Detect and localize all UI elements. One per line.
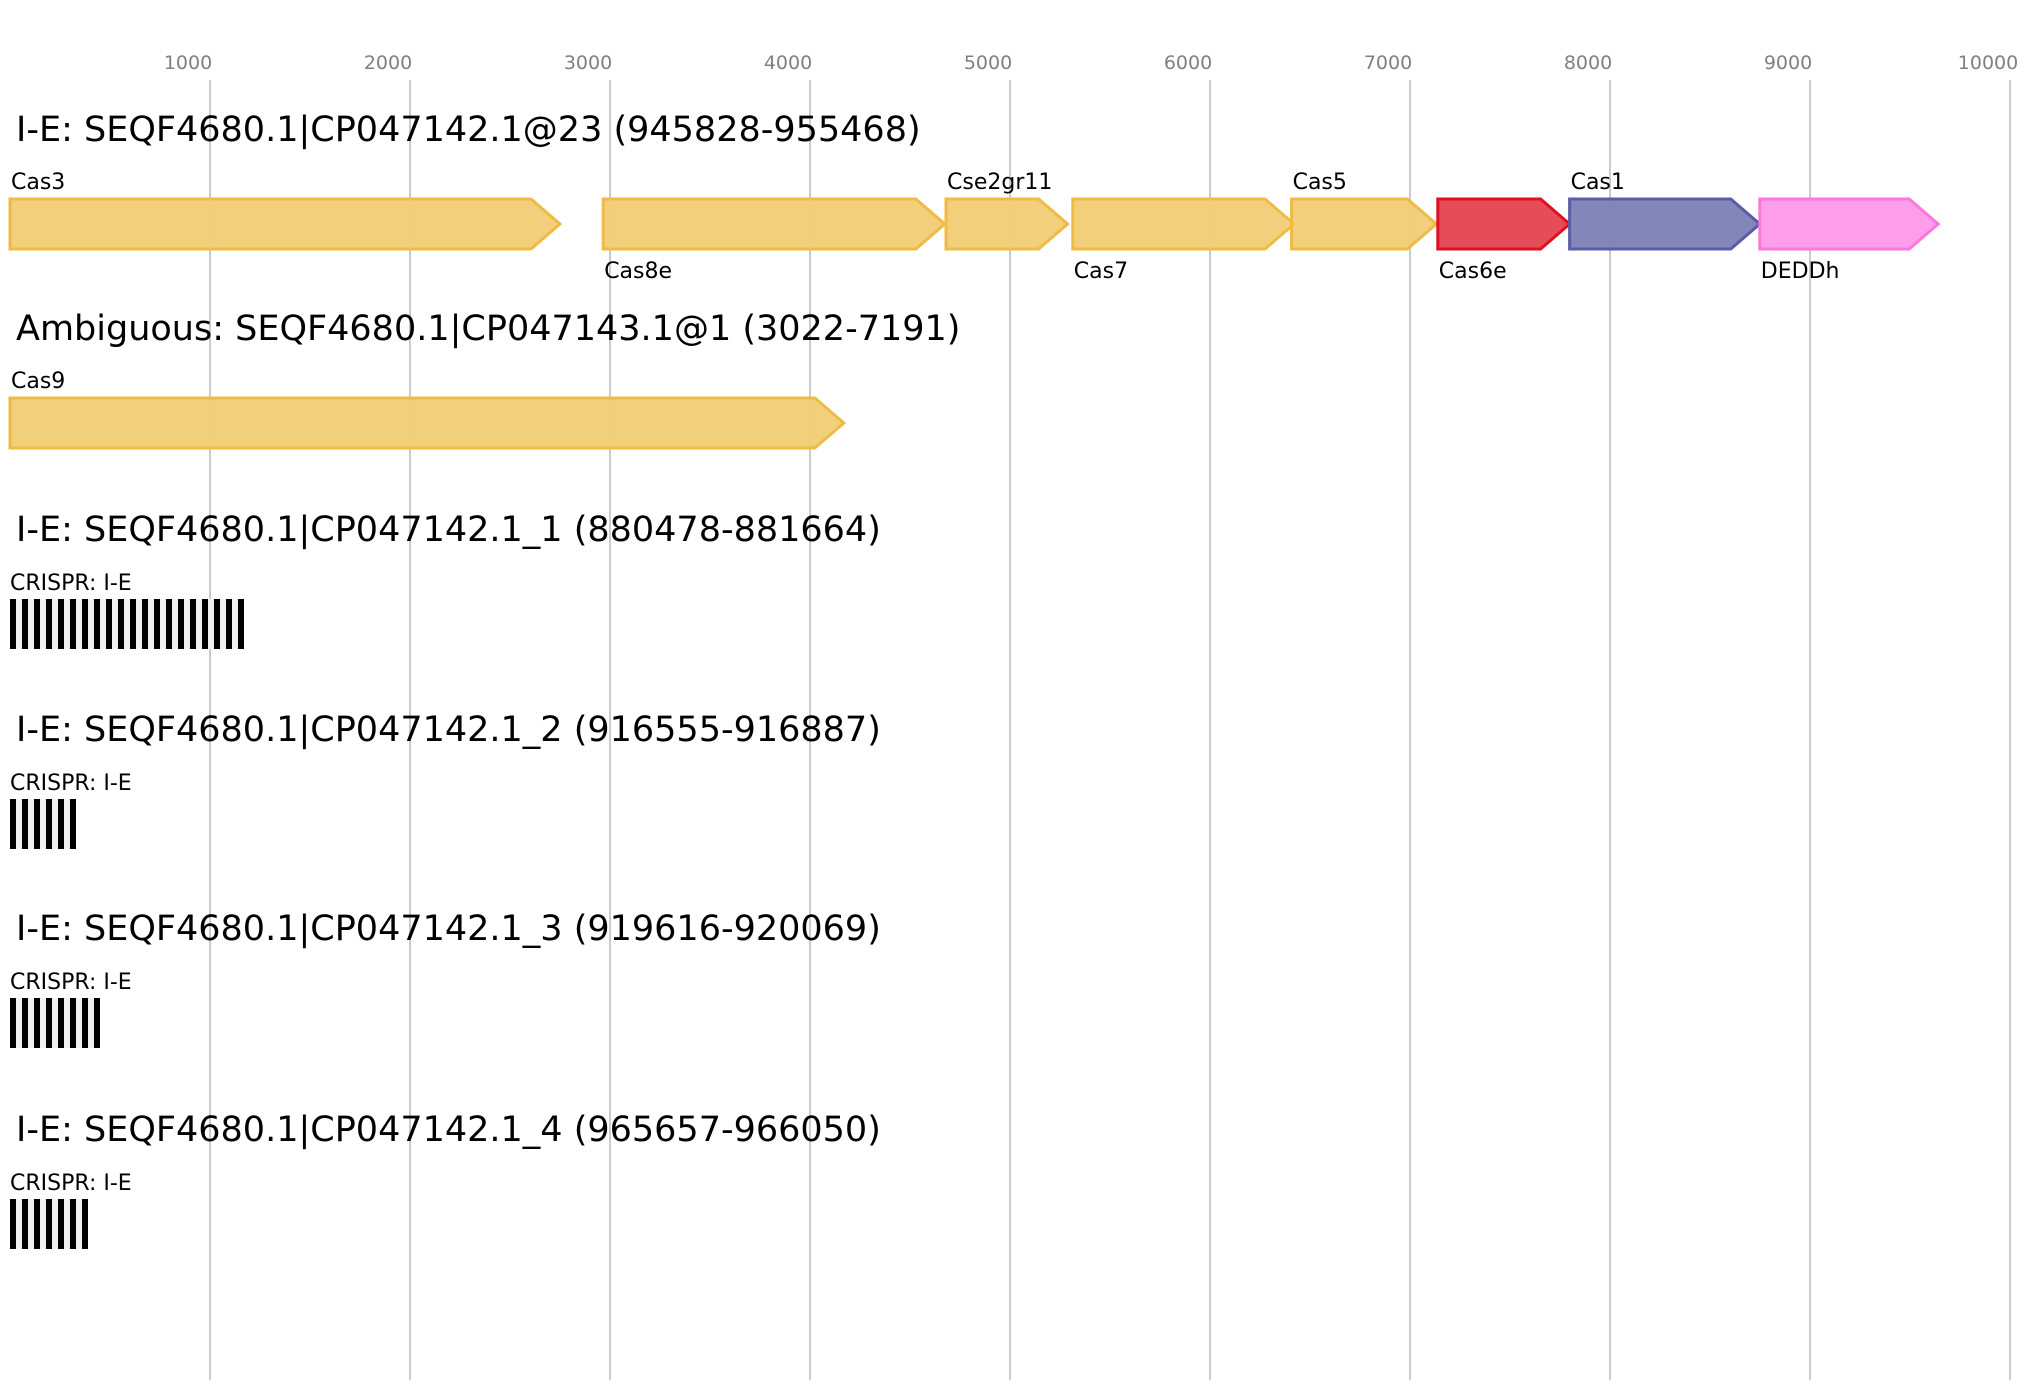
crispr-repeat xyxy=(238,599,244,649)
crispr-repeat xyxy=(34,599,40,649)
tick-label: 8000 xyxy=(1564,52,1612,74)
gene-label: Cas9 xyxy=(11,369,65,394)
track: Ambiguous: SEQF4680.1|CP047143.1@1 (3022… xyxy=(8,309,960,450)
gene-label: Cas8e xyxy=(604,259,672,284)
gene-arrow-deddh[interactable] xyxy=(1758,197,1941,251)
crispr-array-background xyxy=(10,599,244,649)
gene-arrow-cas1[interactable] xyxy=(1568,197,1763,251)
crispr-repeat xyxy=(106,599,112,649)
tick-label: 6000 xyxy=(1164,52,1212,74)
crispr-repeat xyxy=(70,998,76,1048)
position-axis: 1000 2000 3000 4000 5000 6000 7000 8000 9000 1000… xyxy=(164,52,2018,1380)
crispr-repeat xyxy=(70,799,76,849)
crispr-repeat xyxy=(22,998,28,1048)
tick-label: 2000 xyxy=(364,52,412,74)
crispr-repeat xyxy=(70,599,76,649)
gene-label: Cse2gr11 xyxy=(947,170,1052,195)
crispr-repeat xyxy=(34,998,40,1048)
crispr-repeat xyxy=(46,599,52,649)
tick-label: 10000 xyxy=(1958,52,2018,74)
crispr-repeat xyxy=(58,998,64,1048)
gene-arrow-cas7[interactable] xyxy=(1071,197,1297,251)
crispr-repeat xyxy=(82,1199,88,1249)
crispr-repeat xyxy=(22,599,28,649)
crispr-repeat xyxy=(46,799,52,849)
crispr-label: CRISPR: I-E xyxy=(10,1171,132,1196)
crispr-repeat xyxy=(82,998,88,1048)
crispr-repeat xyxy=(202,599,208,649)
gene-arrow-cas3[interactable] xyxy=(8,197,563,251)
tracks: I-E: SEQF4680.1|CP047142.1@23 (945828-95… xyxy=(8,110,1941,1249)
crispr-repeat xyxy=(94,998,100,1048)
crispr-repeat xyxy=(214,599,220,649)
crispr-repeat xyxy=(70,1199,76,1249)
crispr-repeat xyxy=(130,599,136,649)
crispr-repeat xyxy=(142,599,148,649)
gene-arrow-cas9[interactable] xyxy=(8,396,847,450)
crispr-array-background xyxy=(10,799,76,849)
gene-arrow-cse2gr11[interactable] xyxy=(944,197,1070,251)
track: I-E: SEQF4680.1|CP047142.1_1 (880478-881… xyxy=(10,510,881,649)
tick-label: 9000 xyxy=(1764,52,1812,74)
track: I-E: SEQF4680.1|CP047142.1_2 (916555-916… xyxy=(10,710,881,849)
track-title: I-E: SEQF4680.1|CP047142.1_1 (880478-881… xyxy=(16,510,881,550)
track-title: I-E: SEQF4680.1|CP047142.1_2 (916555-916… xyxy=(16,710,881,750)
crispr-repeat xyxy=(58,799,64,849)
crispr-label: CRISPR: I-E xyxy=(10,970,132,995)
tick-label: 1000 xyxy=(164,52,212,74)
crispr-repeat xyxy=(10,998,16,1048)
crispr-repeat xyxy=(22,799,28,849)
track-title: I-E: SEQF4680.1|CP047142.1_4 (965657-966… xyxy=(16,1110,881,1150)
crispr-repeat xyxy=(34,1199,40,1249)
crispr-repeat xyxy=(226,599,232,649)
crispr-repeat xyxy=(154,599,160,649)
gene-label: Cas3 xyxy=(11,170,65,195)
gene-arrow-cas6e[interactable] xyxy=(1436,197,1572,251)
track: I-E: SEQF4680.1|CP047142.1@23 (945828-95… xyxy=(8,110,1941,284)
crispr-repeat xyxy=(10,599,16,649)
crispr-repeat xyxy=(118,599,124,649)
gene-label: Cas7 xyxy=(1074,259,1128,284)
crispr-repeat xyxy=(22,1199,28,1249)
gene-arrow-cas8e[interactable] xyxy=(601,197,948,251)
tick-label: 4000 xyxy=(764,52,812,74)
crispr-repeat xyxy=(34,799,40,849)
crispr-label: CRISPR: I-E xyxy=(10,771,132,796)
track-title: Ambiguous: SEQF4680.1|CP047143.1@1 (3022… xyxy=(16,309,960,349)
crispr-repeat xyxy=(58,1199,64,1249)
crispr-repeat xyxy=(190,599,196,649)
crispr-repeat xyxy=(10,799,16,849)
track-title: I-E: SEQF4680.1|CP047142.1@23 (945828-95… xyxy=(16,110,921,150)
gene-arrow-cas5[interactable] xyxy=(1290,197,1439,251)
crispr-repeat xyxy=(94,599,100,649)
crispr-repeat xyxy=(46,998,52,1048)
crispr-label: CRISPR: I-E xyxy=(10,571,132,596)
gene-label: Cas6e xyxy=(1439,259,1507,284)
track-title: I-E: SEQF4680.1|CP047142.1_3 (919616-920… xyxy=(16,909,881,949)
gene-label: Cas5 xyxy=(1293,170,1347,195)
crispr-repeat xyxy=(178,599,184,649)
crispr-repeat xyxy=(82,599,88,649)
track: I-E: SEQF4680.1|CP047142.1_4 (965657-966… xyxy=(10,1110,881,1249)
crispr-repeat xyxy=(166,599,172,649)
crispr-repeat xyxy=(10,1199,16,1249)
tick-label: 7000 xyxy=(1364,52,1412,74)
crispr-repeat xyxy=(58,599,64,649)
gene-label: Cas1 xyxy=(1571,170,1625,195)
tick-label: 3000 xyxy=(564,52,612,74)
tick-label: 5000 xyxy=(964,52,1012,74)
gene-label: DEDDh xyxy=(1761,259,1840,284)
track: I-E: SEQF4680.1|CP047142.1_3 (919616-920… xyxy=(10,909,881,1048)
crispr-repeat xyxy=(46,1199,52,1249)
